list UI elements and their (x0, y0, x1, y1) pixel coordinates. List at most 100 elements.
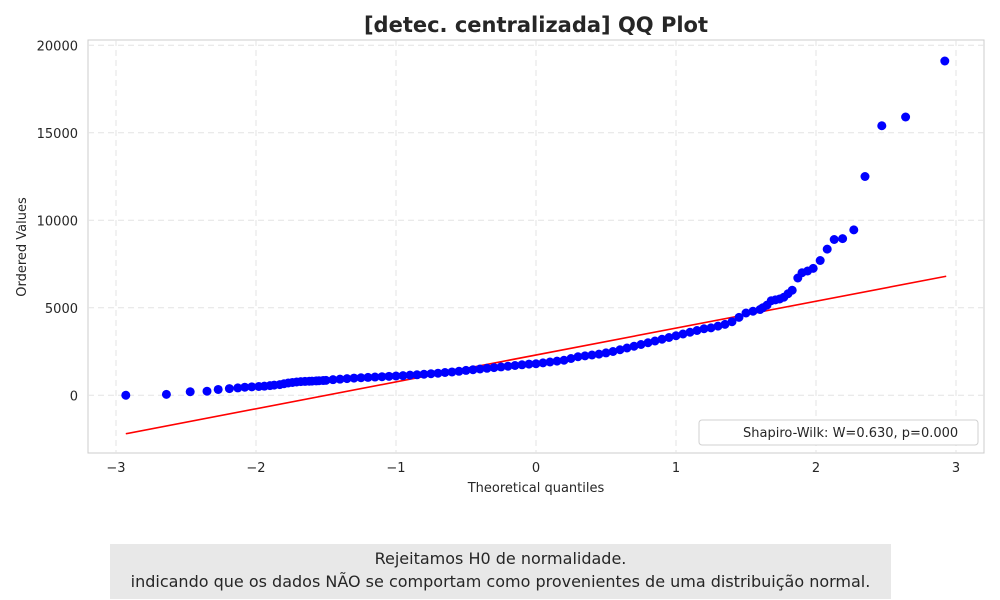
x-axis-label: Theoretical quantiles (467, 481, 605, 496)
data-point (706, 323, 716, 333)
data-point (748, 306, 758, 316)
y-tick-label: 15000 (37, 127, 78, 142)
x-axis-ticks: −3 −2 −1 0 1 2 3 (106, 461, 960, 476)
data-point (657, 334, 667, 344)
data-point (650, 336, 660, 346)
data-point (510, 361, 520, 370)
data-point (685, 327, 695, 337)
data-point (426, 369, 436, 379)
data-point (552, 356, 562, 366)
data-point (247, 382, 257, 392)
data-point (622, 343, 632, 353)
chart-title: [detec. centralizada] QQ Plot (364, 13, 708, 37)
data-point (356, 373, 366, 383)
x-tick-label: 1 (672, 461, 680, 476)
data-point (587, 350, 597, 360)
data-point (608, 347, 618, 356)
data-point (720, 319, 730, 329)
data-point (678, 329, 688, 339)
data-point (461, 365, 471, 375)
x-tick-label: 2 (812, 461, 820, 476)
x-tick-label: 0 (532, 461, 540, 476)
data-point (454, 366, 464, 376)
data-point (877, 121, 887, 131)
data-point (370, 372, 380, 382)
data-point (475, 364, 485, 374)
data-point (838, 234, 848, 244)
data-point (601, 348, 611, 358)
data-point (741, 308, 751, 318)
data-point (829, 235, 839, 244)
y-axis-label: Ordered Values (15, 197, 30, 297)
data-point (391, 371, 401, 381)
data-point (224, 384, 234, 394)
data-point (363, 372, 373, 382)
data-point (671, 331, 681, 341)
data-point (815, 256, 825, 265)
y-tick-label: 0 (70, 389, 78, 404)
data-point (412, 370, 422, 380)
data-point (202, 386, 212, 396)
y-tick-label: 10000 (37, 214, 78, 229)
data-point (643, 338, 653, 348)
legend-entry: Shapiro-Wilk: W=0.630, p=0.000 (743, 426, 958, 441)
y-axis-ticks: 0 5000 10000 15000 20000 (37, 39, 78, 404)
data-point (447, 367, 457, 377)
x-tick-label: −1 (386, 461, 405, 476)
data-point (713, 321, 723, 331)
data-point (849, 225, 859, 235)
data-point (405, 370, 415, 380)
data-point (559, 355, 569, 365)
y-tick-label: 5000 (45, 302, 78, 317)
data-point (503, 361, 513, 371)
data-point (580, 351, 590, 361)
data-point (342, 374, 352, 384)
legend: Shapiro-Wilk: W=0.630, p=0.000 (698, 419, 979, 446)
data-point (349, 373, 359, 383)
data-point (538, 358, 548, 368)
data-point (531, 359, 541, 369)
data-point (629, 341, 639, 351)
data-point (901, 112, 911, 122)
data-point (433, 368, 443, 378)
data-point (121, 390, 131, 400)
data-point (808, 263, 818, 273)
data-point (321, 375, 331, 385)
data-point (233, 383, 243, 393)
data-point (517, 360, 527, 370)
data-point (727, 317, 737, 327)
data-point (524, 359, 534, 369)
data-point (335, 374, 345, 384)
data-point (699, 324, 709, 334)
data-point (468, 365, 478, 375)
conclusion-note: Rejeitamos H0 de normalidade. indicando … (110, 544, 891, 599)
data-point (496, 362, 506, 372)
fit-line-group (125, 275, 947, 435)
data-point (328, 375, 338, 385)
data-point (161, 389, 171, 399)
data-point (419, 369, 429, 379)
data-point (489, 363, 499, 373)
data-point (398, 371, 408, 381)
x-tick-label: −2 (246, 461, 265, 476)
data-point (185, 387, 195, 397)
data-point (734, 312, 744, 322)
data-point (822, 244, 832, 254)
note-line-2: indicando que os dados NÃO se comportam … (130, 572, 871, 591)
data-point (860, 172, 870, 181)
data-point (482, 363, 492, 373)
data-point (377, 372, 387, 382)
legend-box (698, 419, 979, 446)
data-point (615, 345, 625, 355)
data-point (636, 340, 646, 349)
x-tick-label: 3 (952, 461, 960, 476)
data-point (692, 326, 702, 335)
y-tick-label: 20000 (37, 39, 78, 54)
data-point (787, 285, 797, 295)
data-point (213, 384, 223, 394)
data-point (440, 368, 450, 377)
data-points (121, 56, 950, 400)
data-point (594, 349, 604, 359)
data-point (545, 357, 555, 367)
